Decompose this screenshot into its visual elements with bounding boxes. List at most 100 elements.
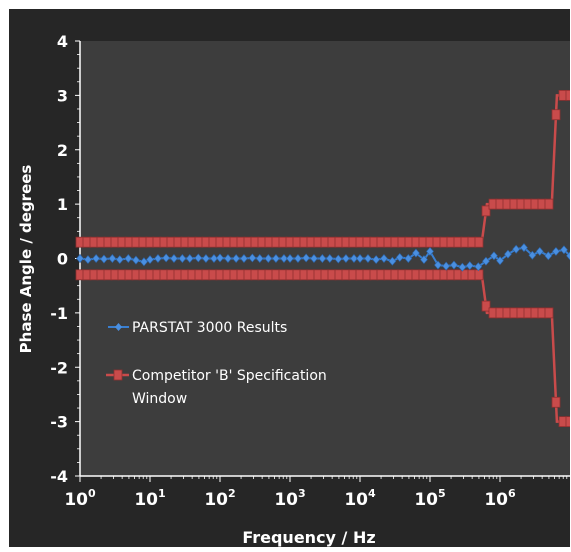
results-marker [528,250,537,260]
spec-window-lower-marker [474,269,484,281]
results-marker [520,243,528,253]
results-marker [232,254,241,263]
results-marker [458,262,467,272]
results-marker [240,254,248,263]
results-marker [310,254,318,263]
results-marker [202,254,210,263]
results-marker [434,260,442,270]
x-tick-label: 106 [484,487,516,510]
results-marker [388,256,397,266]
results-marker [140,257,148,267]
x-tick-label: 100 [64,487,96,510]
results-marker [255,254,264,263]
results-marker [108,254,117,263]
y-tick-label: 2 [57,141,68,160]
spec-window-upper-marker [474,236,484,248]
x-tick-label: 103 [274,487,305,510]
results-marker [224,254,232,263]
results-marker [162,253,171,263]
y-tick-label: 0 [57,250,68,269]
y-tick-label: -3 [50,413,68,432]
results-marker [395,252,404,262]
chart-frame: 4 3 2 1 0 -1 -2 -3 -4 100 101 102 103 104 105 106 PARST… [9,9,571,547]
spec-window-lower-marker [551,396,561,408]
x-tick-label: 102 [204,487,235,510]
results-marker [442,261,451,271]
spec-window-upper-marker [551,109,561,121]
results-marker [404,254,413,263]
legend-spec-marker [113,369,123,381]
results-marker [426,246,434,256]
spec-window-lower-marker [565,416,571,428]
spec-window-lower-marker [544,307,554,319]
results-marker [84,255,92,265]
results-marker [496,256,504,266]
results-marker [512,244,521,254]
results-marker [272,254,280,263]
results-marker [115,255,124,265]
x-tick-label: 104 [344,487,376,510]
results-marker [325,254,334,263]
results-marker [372,255,381,265]
results-marker [210,254,218,263]
results-marker [294,254,302,263]
spec-window-lower-marker [481,300,491,312]
results-marker [482,256,490,266]
spec-window-upper-marker [544,198,554,210]
y-tick-label: 3 [57,86,68,105]
results-marker [280,254,288,263]
results-marker [132,255,140,265]
results-marker [194,253,203,263]
x-tick-label: 105 [414,487,445,510]
spec-window-series [75,89,571,428]
results-marker [356,254,364,263]
results-marker [560,245,568,255]
results-marker [504,249,512,259]
results-marker [302,253,311,263]
results-marker [92,254,101,263]
results-marker [100,254,108,264]
legend-results-marker [115,323,122,331]
results-marker [350,254,358,263]
results-marker [146,255,154,265]
results-marker [154,254,162,263]
results-marker [124,254,133,263]
legend: PARSTAT 3000 Results Competitor 'B' Speci… [106,320,327,407]
results-marker [420,255,428,265]
y-tick-label: -2 [50,358,68,377]
y-tick-label: -1 [50,304,68,323]
legend-spec-label: Competitor 'B' Specification Window [132,368,327,407]
results-marker [185,254,194,263]
results-marker [380,254,388,263]
y-tick-label: 4 [57,32,68,51]
y-tick-label: 1 [57,195,68,214]
spec-window-upper-marker [481,205,491,217]
results-marker [552,246,560,256]
results-marker [318,254,327,263]
results-marker [286,254,294,263]
results-marker [342,254,350,263]
results-marker [170,254,178,263]
results-marker [544,251,553,261]
x-tick-label: 101 [134,487,165,510]
y-axis-label: Phase Angle / degrees [17,165,35,354]
results-marker [474,262,483,272]
x-axis-label: Frequency / Hz [242,528,375,547]
results-marker [465,261,474,271]
results-marker [248,253,257,263]
results-marker [535,246,544,256]
y-tick-label: -4 [50,467,68,486]
results-marker [412,248,420,258]
results-marker [76,254,84,263]
results-marker [334,254,343,264]
results-marker [364,254,372,263]
results-marker [178,254,187,263]
results-marker [450,260,458,270]
results-marker [490,251,498,261]
legend-results-label: PARSTAT 3000 Results [132,320,287,336]
results-series [76,243,571,272]
spec-window-upper-marker [565,89,571,101]
results-marker [264,254,273,263]
